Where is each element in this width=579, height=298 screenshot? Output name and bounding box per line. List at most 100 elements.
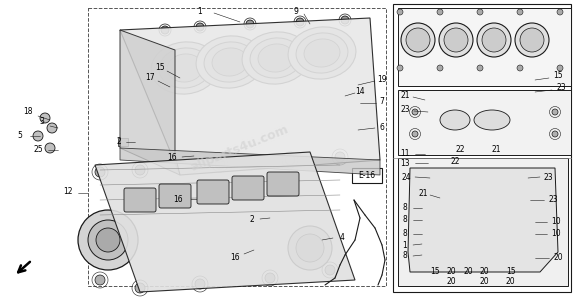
Circle shape [412, 109, 418, 115]
Ellipse shape [167, 54, 203, 82]
Circle shape [397, 9, 403, 15]
Circle shape [517, 65, 523, 71]
Circle shape [416, 254, 424, 262]
Text: 25: 25 [33, 145, 43, 154]
Circle shape [40, 113, 50, 123]
Bar [398, 8, 571, 86]
Text: 15: 15 [553, 71, 563, 80]
Circle shape [133, 193, 147, 207]
Text: 24: 24 [401, 173, 411, 181]
Ellipse shape [212, 48, 248, 76]
FancyBboxPatch shape [159, 184, 191, 208]
Circle shape [552, 109, 558, 115]
Text: 21: 21 [418, 189, 428, 198]
Circle shape [33, 131, 43, 141]
Text: 23: 23 [400, 105, 410, 114]
Polygon shape [120, 18, 380, 175]
Circle shape [477, 65, 483, 71]
Text: 8: 8 [402, 252, 408, 260]
Text: 16: 16 [173, 195, 183, 204]
Circle shape [161, 26, 169, 34]
Circle shape [535, 230, 545, 240]
Circle shape [195, 279, 205, 289]
Text: 15: 15 [155, 63, 165, 72]
Ellipse shape [401, 23, 435, 57]
Text: 10: 10 [551, 217, 561, 226]
Text: 23: 23 [548, 195, 558, 204]
Circle shape [475, 210, 485, 220]
Bar [398, 158, 568, 286]
Text: 16: 16 [167, 153, 177, 162]
Text: E-16: E-16 [358, 171, 376, 180]
Text: 20: 20 [505, 277, 515, 286]
Bar [352, 168, 382, 183]
Circle shape [244, 184, 252, 192]
Ellipse shape [520, 28, 544, 52]
Text: 20: 20 [553, 252, 563, 262]
Circle shape [536, 254, 544, 262]
Circle shape [135, 165, 145, 175]
Circle shape [325, 265, 335, 275]
Circle shape [437, 65, 443, 71]
Circle shape [171, 192, 179, 200]
Text: 8: 8 [402, 229, 408, 238]
Circle shape [276, 177, 290, 191]
Text: 23: 23 [556, 83, 566, 92]
Text: 15: 15 [430, 266, 440, 275]
Text: 3: 3 [39, 117, 45, 126]
Ellipse shape [515, 23, 549, 57]
Text: 21: 21 [400, 91, 410, 100]
Circle shape [136, 196, 144, 204]
Circle shape [285, 155, 295, 165]
Circle shape [45, 143, 55, 153]
Text: 1: 1 [197, 7, 203, 16]
Circle shape [535, 210, 545, 220]
Text: 6: 6 [380, 123, 384, 133]
Text: 20: 20 [463, 266, 473, 275]
Circle shape [96, 228, 120, 252]
Text: 7: 7 [380, 97, 384, 106]
Ellipse shape [440, 110, 470, 130]
Circle shape [446, 254, 454, 262]
FancyBboxPatch shape [232, 176, 264, 200]
Circle shape [506, 254, 514, 262]
Text: 4: 4 [339, 232, 345, 241]
Text: 13: 13 [400, 159, 410, 167]
Circle shape [296, 18, 304, 26]
FancyBboxPatch shape [267, 172, 299, 196]
Ellipse shape [296, 33, 348, 73]
Circle shape [397, 65, 403, 71]
Text: 1: 1 [402, 240, 408, 249]
Circle shape [412, 131, 418, 137]
Circle shape [475, 230, 485, 240]
Ellipse shape [196, 36, 264, 88]
Circle shape [415, 230, 425, 240]
Text: 21: 21 [491, 145, 501, 154]
Circle shape [279, 180, 287, 188]
Circle shape [196, 23, 204, 31]
Text: 2: 2 [250, 215, 254, 224]
Circle shape [88, 220, 128, 260]
Ellipse shape [204, 42, 256, 82]
Ellipse shape [242, 32, 310, 84]
Text: 8: 8 [402, 215, 408, 224]
Ellipse shape [288, 27, 356, 79]
Circle shape [135, 283, 145, 293]
Circle shape [78, 210, 138, 270]
Circle shape [437, 9, 443, 15]
Circle shape [475, 190, 485, 200]
Text: 2: 2 [116, 137, 122, 147]
Circle shape [215, 159, 225, 169]
Text: 12: 12 [63, 187, 73, 196]
Text: 8: 8 [402, 204, 408, 212]
Circle shape [95, 275, 105, 285]
Circle shape [505, 230, 515, 240]
Circle shape [505, 210, 515, 220]
Text: 9: 9 [294, 7, 298, 15]
Polygon shape [120, 148, 380, 175]
Ellipse shape [477, 23, 511, 57]
Text: 20: 20 [446, 266, 456, 275]
Polygon shape [120, 30, 180, 175]
Polygon shape [408, 168, 558, 272]
Bar [398, 90, 571, 155]
